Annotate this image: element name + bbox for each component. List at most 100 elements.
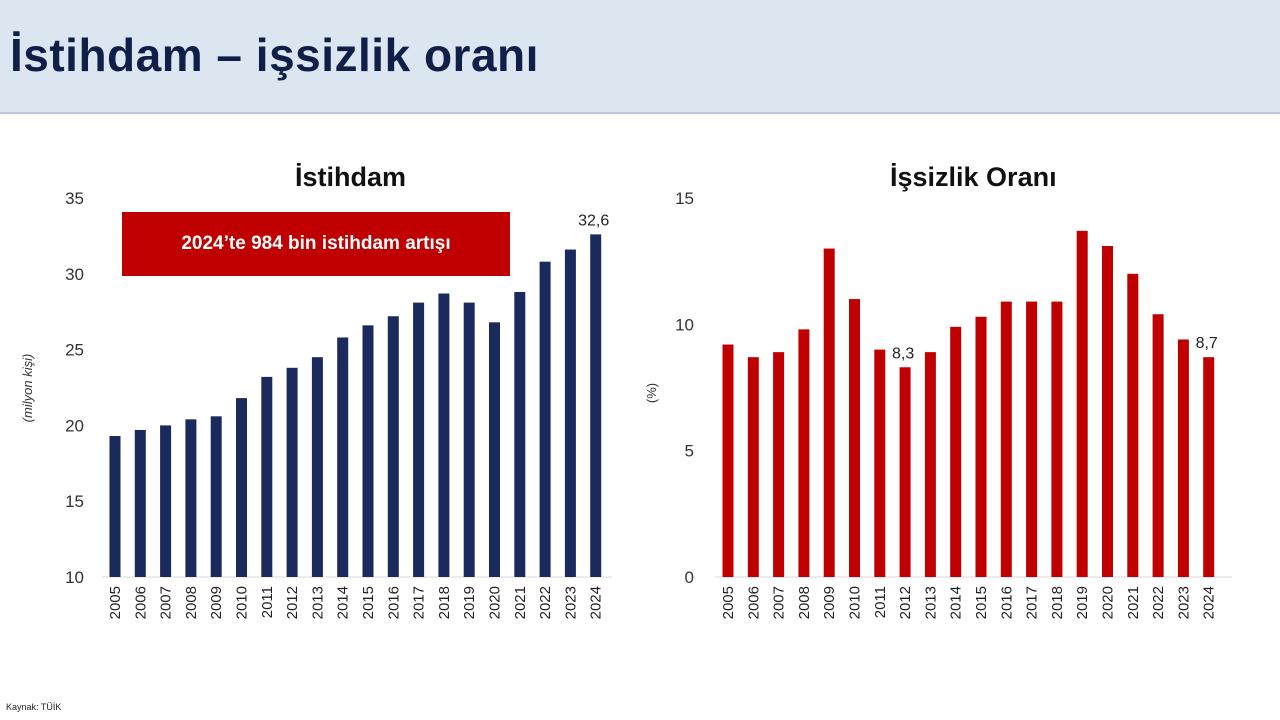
employment-xtick-label: 2016 (385, 586, 402, 619)
unemployment-xtick-label: 2015 (973, 586, 990, 619)
header-bar: İstihdam – işsizlik oranı (0, 0, 1280, 114)
employment-xtick-label: 2018 (436, 586, 453, 619)
employment-bar (210, 416, 222, 577)
unemployment-xtick-label: 2013 (922, 586, 939, 619)
employment-bar (514, 291, 526, 577)
unemployment-bar (1152, 314, 1164, 577)
employment-bar (489, 322, 500, 577)
unemployment-data-label: 8,3 (892, 345, 914, 362)
employment-bar (337, 337, 349, 577)
employment-xtick-label: 2010 (234, 586, 251, 619)
page-title: İstihdam – işsizlik oranı (10, 29, 539, 81)
employment-xtick-label: 2013 (309, 586, 326, 619)
employment-ytick-label: 30 (65, 265, 84, 284)
unemployment-bar (798, 329, 810, 577)
employment-xtick-label: 2007 (158, 586, 175, 619)
employment-xtick-label: 2014 (335, 586, 352, 619)
unemployment-bar (1076, 230, 1088, 577)
employment-bar (236, 398, 247, 577)
employment-xtick-label: 2006 (132, 586, 149, 619)
employment-bar (185, 419, 197, 577)
employment-ytick-label: 15 (65, 492, 84, 511)
employment-xtick-label: 2008 (183, 586, 200, 619)
unemployment-xtick-label: 2010 (847, 586, 864, 619)
unemployment-bar (1203, 357, 1215, 577)
employment-increase-callout: 2024’te 984 bin istihdam artışı (122, 212, 510, 276)
unemployment-xtick-label: 2016 (998, 586, 1015, 619)
employment-ytick-label: 10 (65, 568, 84, 587)
unemployment-ytick-label: 0 (685, 568, 694, 587)
source-note: Kaynak: TÜİK (6, 702, 62, 712)
unemployment-bar (950, 326, 962, 577)
employment-ytick-label: 20 (65, 416, 84, 435)
employment-data-label: 32,6 (578, 212, 609, 229)
employment-xtick-label: 2019 (461, 586, 478, 619)
employment-bar (362, 325, 374, 577)
employment-xtick-label: 2021 (512, 586, 529, 619)
employment-xtick-label: 2023 (562, 586, 579, 619)
employment-ytick-label: 25 (65, 341, 84, 360)
employment-ylabel: (milyon kişi) (20, 354, 35, 423)
unemployment-bar (1102, 246, 1113, 578)
unemployment-ytick-label: 15 (675, 189, 694, 208)
unemployment-xtick-label: 2020 (1100, 586, 1117, 619)
employment-bar (387, 316, 399, 577)
unemployment-xtick-label: 2021 (1125, 586, 1142, 619)
employment-bar (311, 357, 323, 577)
employment-chart-title: İstihdam (295, 162, 407, 192)
unemployment-chart-title: İşsizlik Oranı (890, 162, 1057, 192)
unemployment-xtick-label: 2014 (948, 586, 965, 619)
employment-bar (463, 302, 475, 577)
employment-xtick-label: 2005 (107, 586, 124, 619)
employment-xtick-label: 2009 (208, 586, 225, 619)
unemployment-bar (899, 367, 911, 577)
unemployment-bar (773, 352, 785, 577)
unemployment-bar (823, 248, 835, 578)
employment-xtick-label: 2020 (487, 586, 504, 619)
employment-bar (160, 425, 172, 577)
unemployment-bar (1000, 301, 1012, 577)
unemployment-bar (1051, 301, 1063, 577)
unemployment-xtick-label: 2017 (1024, 586, 1041, 619)
unemployment-ytick-label: 5 (685, 442, 694, 461)
unemployment-ylabel: (%) (644, 383, 659, 403)
employment-bar (438, 293, 450, 577)
employment-xtick-label: 2024 (588, 586, 605, 619)
employment-xtick-label: 2012 (284, 586, 301, 619)
employment-ytick-label: 35 (65, 189, 84, 208)
employment-bar (261, 376, 273, 577)
unemployment-xtick-label: 2006 (745, 586, 762, 619)
unemployment-bar (874, 349, 886, 577)
unemployment-bar (722, 344, 734, 577)
unemployment-bar (849, 299, 860, 577)
unemployment-bar (1177, 339, 1189, 577)
employment-bar (109, 436, 121, 577)
employment-bar (134, 429, 146, 577)
employment-bar (590, 234, 602, 577)
unemployment-xtick-label: 2007 (771, 586, 788, 619)
employment-bar (413, 302, 425, 577)
unemployment-xtick-label: 2023 (1175, 586, 1192, 619)
unemployment-data-label: 8,7 (1196, 335, 1218, 352)
unemployment-xtick-label: 2005 (720, 586, 737, 619)
unemployment-xtick-label: 2018 (1049, 586, 1066, 619)
unemployment-xtick-label: 2019 (1074, 586, 1091, 619)
unemployment-bar (1026, 301, 1038, 577)
employment-bar (564, 249, 576, 577)
unemployment-bar (975, 316, 987, 577)
employment-bar (539, 261, 551, 577)
unemployment-xtick-label: 2012 (897, 586, 914, 619)
employment-xtick-label: 2011 (259, 586, 276, 618)
employment-bar (286, 367, 298, 577)
employment-xtick-label: 2022 (537, 586, 554, 619)
unemployment-xtick-label: 2011 (872, 586, 889, 618)
unemployment-ytick-label: 10 (675, 315, 694, 334)
unemployment-bar (1127, 273, 1139, 577)
unemployment-bar (747, 357, 759, 577)
unemployment-xtick-label: 2008 (796, 586, 813, 619)
unemployment-xtick-label: 2022 (1150, 586, 1167, 619)
unemployment-xtick-label: 2009 (821, 586, 838, 619)
unemployment-bar (924, 352, 936, 577)
unemployment-xtick-label: 2024 (1201, 586, 1218, 619)
